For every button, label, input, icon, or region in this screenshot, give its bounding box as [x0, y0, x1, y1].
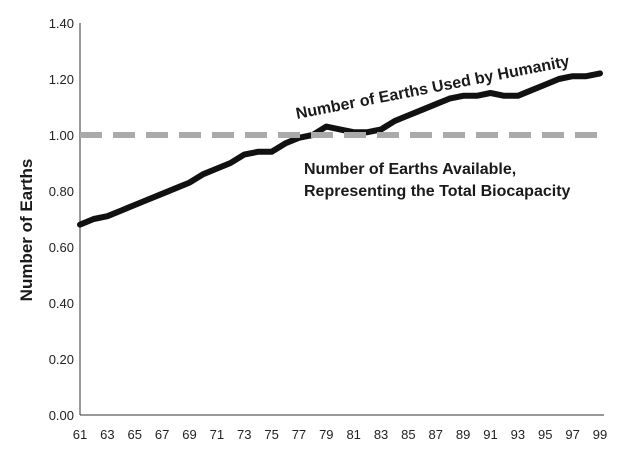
x-tick-label: 61: [73, 427, 87, 442]
y-tick-label: 0.60: [49, 240, 74, 255]
series-layer: [77, 70, 603, 228]
x-tick-label: 67: [155, 427, 169, 442]
x-tick-label: 77: [292, 427, 306, 442]
x-tick-label: 73: [237, 427, 251, 442]
y-tick-labels: 0.00 0.20 0.40 0.60 0.80 1.00 1.20 1.40: [49, 16, 74, 423]
x-tick-label: 85: [401, 427, 415, 442]
x-tick-label: 79: [319, 427, 333, 442]
y-tick-label: 1.20: [49, 72, 74, 87]
series-line-earths-used: [77, 70, 603, 228]
y-tick-label: 1.00: [49, 128, 74, 143]
y-tick-label: 0.00: [49, 408, 74, 423]
annotation-earths-available-line1: Number of Earths Available,: [304, 161, 516, 178]
y-tick-label: 1.40: [49, 16, 74, 31]
x-tick-label: 75: [264, 427, 278, 442]
x-tick-label: 87: [429, 427, 443, 442]
y-tick-label: 0.20: [49, 352, 74, 367]
x-tick-label: 91: [483, 427, 497, 442]
x-tick-label: 89: [456, 427, 470, 442]
x-tick-label: 81: [346, 427, 360, 442]
y-tick-label: 0.40: [49, 296, 74, 311]
x-tick-label: 65: [128, 427, 142, 442]
y-axis-title: Number of Earths: [17, 159, 36, 302]
x-tick-label: 97: [565, 427, 579, 442]
x-tick-label: 71: [210, 427, 224, 442]
x-tick-labels: 61 63 65 67 69 71 73 75 77 79 81 83 85 87 89 91 93 95 97 99: [73, 427, 607, 442]
x-tick-label: 95: [538, 427, 552, 442]
x-tick-label: 63: [100, 427, 114, 442]
x-tick-label: 93: [511, 427, 525, 442]
x-tick-label: 69: [182, 427, 196, 442]
x-tick-label: 99: [593, 427, 607, 442]
y-tick-label: 0.80: [49, 184, 74, 199]
annotation-earths-available-line2: Representing the Total Biocapacity: [304, 183, 571, 200]
x-tick-label: 83: [374, 427, 388, 442]
axes: [79, 23, 604, 416]
